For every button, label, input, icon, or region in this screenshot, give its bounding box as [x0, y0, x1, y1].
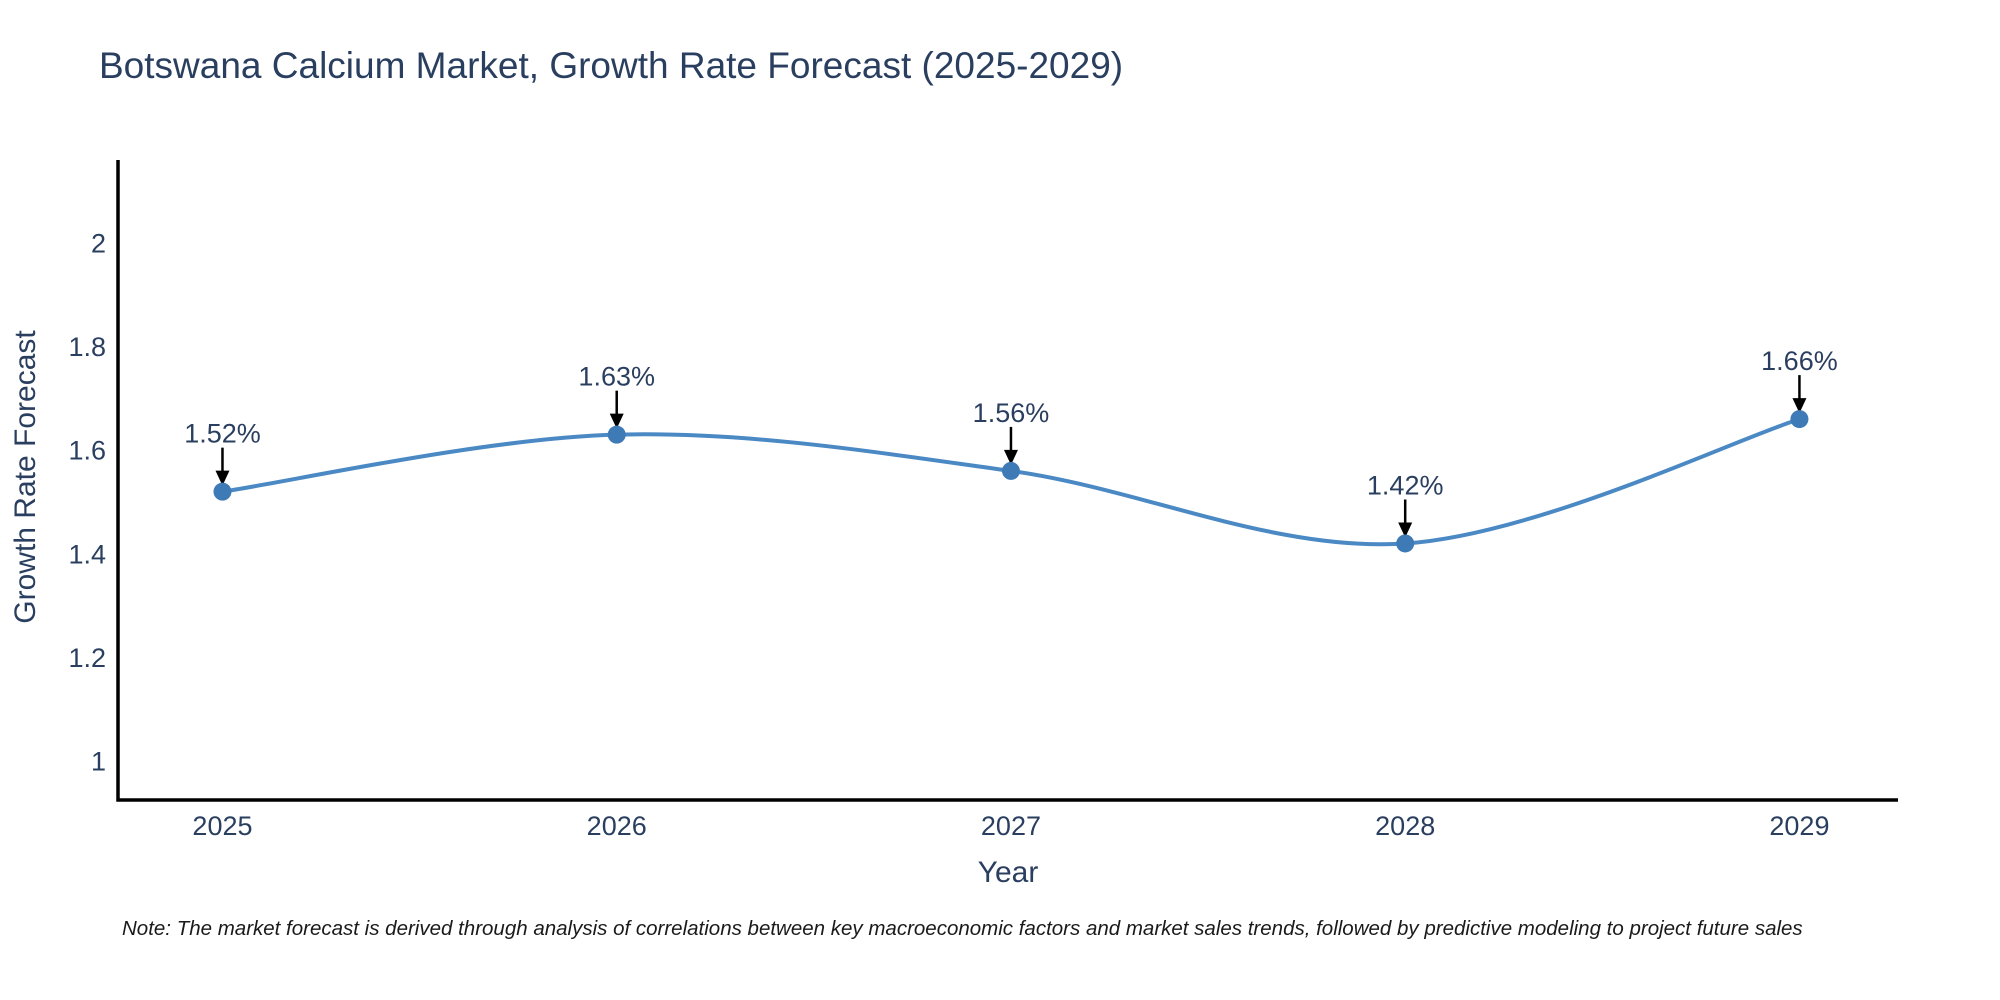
- point-annotation-label: 1.66%: [1761, 346, 1838, 376]
- y-tick-label: 1: [91, 747, 106, 777]
- data-point-marker[interactable]: [213, 482, 232, 501]
- data-point-marker[interactable]: [607, 425, 626, 444]
- x-tick-label: 2029: [1769, 811, 1829, 841]
- annotation-arrow-head: [609, 413, 624, 429]
- data-point-marker[interactable]: [1396, 534, 1415, 553]
- x-axis-title: Year: [978, 856, 1039, 889]
- annotation-arrow-head: [215, 470, 230, 486]
- data-point-marker[interactable]: [1001, 461, 1020, 480]
- annotation-arrow-head: [1003, 449, 1018, 465]
- chart-title: Botswana Calcium Market, Growth Rate For…: [99, 45, 1124, 86]
- y-tick-label: 2: [91, 228, 106, 258]
- x-tick-label: 2025: [192, 811, 252, 841]
- y-tick-label: 1.2: [68, 643, 106, 673]
- x-tick-label: 2027: [981, 811, 1041, 841]
- footnote: Note: The market forecast is derived thr…: [122, 917, 1803, 940]
- annotation-arrow-head: [1398, 522, 1413, 538]
- y-tick-label: 1.8: [68, 332, 106, 362]
- point-annotation-label: 1.63%: [578, 362, 655, 392]
- y-tick-label: 1.4: [68, 539, 106, 569]
- data-point-marker[interactable]: [1790, 410, 1809, 429]
- axes-lines: [116, 160, 1898, 802]
- y-tick-label: 1.6: [68, 436, 106, 466]
- point-annotation-label: 1.52%: [184, 419, 261, 449]
- point-annotation-label: 1.56%: [973, 398, 1050, 428]
- point-annotation-label: 1.42%: [1367, 470, 1444, 500]
- x-tick-label: 2028: [1375, 811, 1435, 841]
- x-tick-label: 2026: [587, 811, 647, 841]
- y-axis-title: Growth Rate Forecast: [9, 330, 42, 624]
- annotation-arrow-head: [1792, 398, 1807, 414]
